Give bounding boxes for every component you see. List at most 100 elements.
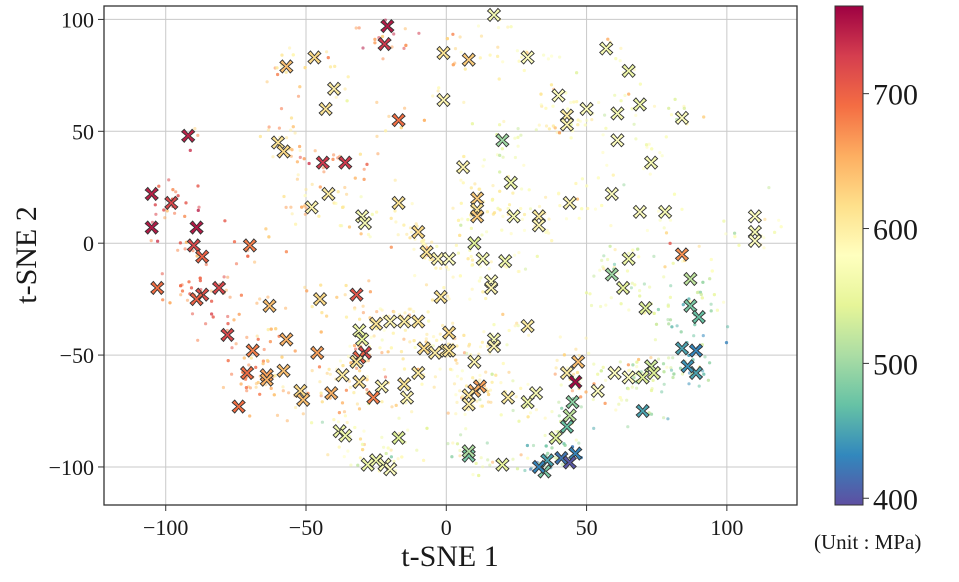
background-point: [389, 455, 393, 459]
background-point: [461, 394, 465, 398]
x-marker: [441, 343, 457, 358]
background-point: [511, 408, 515, 413]
background-point: [496, 54, 500, 59]
background-point: [365, 388, 369, 392]
background-point: [459, 50, 463, 54]
background-point: [389, 448, 393, 452]
background-point: [513, 136, 517, 140]
x-marker: [632, 97, 648, 112]
background-point: [244, 386, 248, 390]
background-point: [617, 402, 621, 406]
background-point: [469, 186, 473, 190]
background-point: [453, 47, 458, 51]
background-point: [368, 290, 372, 294]
background-point: [669, 368, 674, 372]
background-point: [701, 334, 705, 338]
background-point: [337, 411, 341, 415]
background-point: [184, 201, 188, 205]
background-point: [317, 214, 321, 218]
background-point: [528, 207, 533, 211]
background-point: [430, 240, 434, 244]
background-point: [709, 302, 713, 306]
background-point: [196, 208, 200, 212]
x-marker: [436, 45, 451, 61]
background-point: [464, 384, 469, 388]
background-point: [570, 389, 575, 393]
background-point: [672, 192, 677, 196]
x-marker: [436, 92, 451, 108]
x-marker: [195, 249, 210, 264]
background-point: [601, 150, 605, 155]
x-marker: [461, 397, 476, 412]
x-marker: [377, 36, 392, 52]
background-point: [356, 463, 360, 467]
background-point: [269, 327, 273, 331]
background-point: [346, 354, 351, 358]
background-point: [726, 325, 730, 329]
background-point: [710, 269, 714, 273]
background-point: [393, 178, 397, 182]
background-point: [393, 209, 397, 213]
background-point: [554, 429, 558, 434]
x-marker: [397, 314, 412, 329]
background-point: [557, 131, 562, 135]
background-point: [458, 454, 462, 458]
background-point: [318, 185, 322, 189]
background-point: [425, 332, 429, 336]
background-point: [585, 118, 589, 122]
background-point: [492, 211, 497, 215]
background-point: [384, 451, 388, 456]
background-point: [609, 224, 613, 228]
background-point: [289, 128, 293, 132]
background-point: [424, 337, 428, 341]
background-point: [338, 224, 342, 228]
colorbar-tick-label: 700: [873, 79, 918, 112]
background-point: [362, 167, 366, 171]
x-marker: [461, 52, 476, 67]
background-point: [600, 258, 604, 262]
background-point: [649, 356, 653, 360]
x-marker: [551, 88, 566, 103]
background-point: [255, 301, 259, 305]
background-point: [557, 414, 561, 418]
background-point: [273, 374, 277, 378]
background-point: [675, 324, 679, 328]
background-point: [234, 342, 238, 346]
background-point: [281, 389, 285, 393]
background-point: [336, 190, 340, 194]
background-point: [264, 227, 268, 231]
background-point: [284, 205, 288, 209]
background-point: [477, 473, 481, 478]
x-marker: [279, 332, 294, 347]
background-point: [352, 391, 356, 395]
x-marker: [562, 195, 577, 211]
background-point: [616, 271, 620, 276]
background-point: [320, 400, 324, 404]
background-point: [625, 398, 629, 402]
background-point: [367, 279, 371, 283]
background-point: [319, 391, 323, 395]
background-point: [635, 386, 639, 390]
background-point: [375, 210, 379, 214]
background-point: [307, 161, 311, 166]
background-point: [284, 306, 288, 310]
x-marker: [469, 191, 485, 206]
background-point: [426, 310, 430, 314]
background-point: [490, 198, 494, 202]
background-point: [522, 163, 526, 167]
x-marker: [315, 155, 331, 170]
background-point: [375, 134, 379, 138]
background-point: [638, 294, 642, 298]
background-point: [230, 372, 234, 376]
background-point: [298, 144, 302, 149]
background-point: [349, 361, 353, 365]
background-point: [204, 322, 208, 326]
background-point: [516, 144, 520, 148]
background-point: [223, 219, 227, 223]
background-point: [440, 337, 444, 341]
background-point: [454, 358, 458, 362]
x-tick-label: 0: [441, 515, 452, 540]
background-point: [537, 204, 542, 209]
background-point: [667, 106, 671, 110]
background-point: [239, 293, 243, 297]
